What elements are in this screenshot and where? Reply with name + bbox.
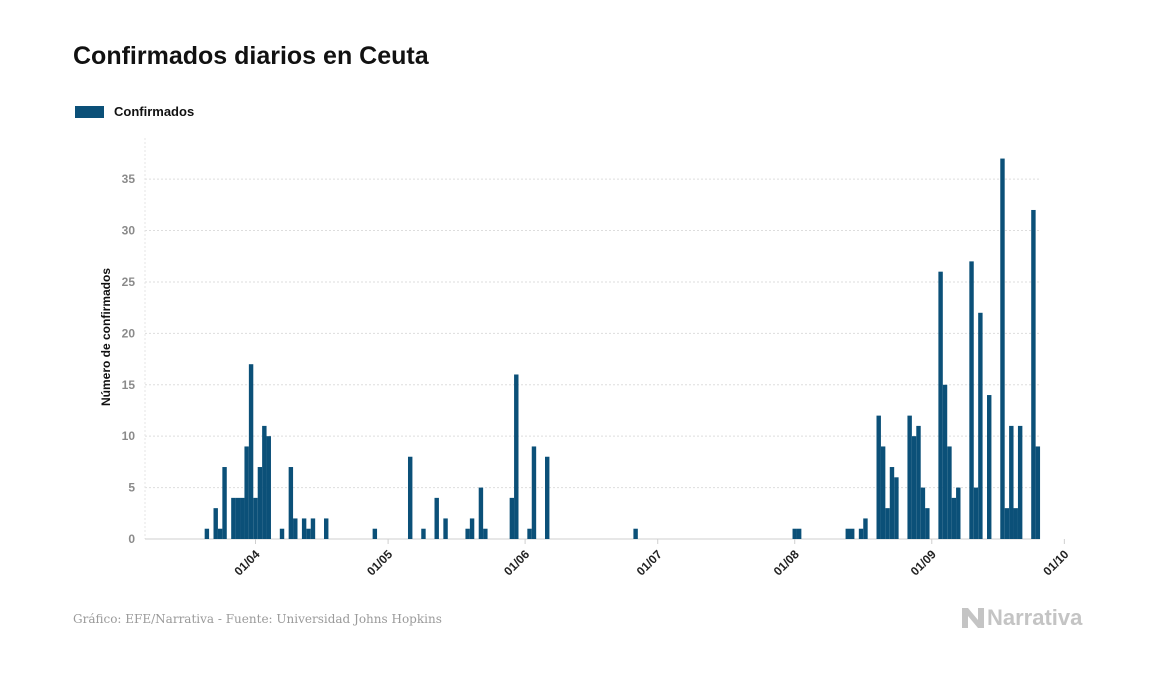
bar bbox=[293, 518, 298, 539]
bar bbox=[969, 261, 974, 539]
bar bbox=[407, 456, 413, 539]
chart-legend: Confirmados bbox=[75, 104, 194, 119]
bar bbox=[324, 518, 329, 539]
x-axis: 01/04 01/05 01/06 01/07 01/08 01/09 01/10 bbox=[231, 539, 1072, 578]
bar bbox=[849, 528, 855, 539]
bar bbox=[509, 497, 515, 539]
x-tick-label: 01/09 bbox=[908, 547, 939, 578]
bar bbox=[434, 497, 439, 539]
y-tick-label: 0 bbox=[128, 532, 135, 546]
bar bbox=[885, 508, 890, 539]
narrativa-logo-icon bbox=[962, 608, 984, 628]
x-tick-label: 01/08 bbox=[771, 547, 802, 578]
bar bbox=[483, 528, 488, 539]
bar bbox=[231, 497, 236, 539]
y-tick-label: 15 bbox=[122, 378, 136, 392]
x-tick-label: 01/06 bbox=[501, 547, 532, 578]
bar bbox=[421, 528, 426, 539]
bar bbox=[253, 497, 258, 539]
x-tick-label: 01/05 bbox=[364, 547, 395, 578]
chart-title: Confirmados diarios en Ceuta bbox=[73, 42, 429, 70]
y-tick-label: 10 bbox=[122, 429, 136, 443]
bar bbox=[279, 528, 285, 539]
y-tick-label: 35 bbox=[122, 172, 136, 186]
bar bbox=[880, 446, 886, 539]
bars-group bbox=[204, 158, 1041, 539]
bar bbox=[925, 508, 930, 539]
legend-swatch bbox=[75, 105, 104, 118]
footer-source: Gráfico: EFE/Narrativa - Fuente: Univers… bbox=[73, 612, 442, 626]
bar bbox=[916, 425, 921, 539]
x-tick-label: 01/04 bbox=[231, 547, 262, 578]
bar bbox=[372, 528, 378, 539]
bar bbox=[257, 467, 263, 539]
bar bbox=[920, 487, 926, 539]
y-tick-label: 30 bbox=[122, 224, 136, 238]
bar bbox=[845, 528, 850, 539]
y-axis-label: Número de confirmados bbox=[99, 268, 113, 406]
bar bbox=[531, 446, 537, 539]
bar bbox=[973, 487, 979, 539]
chart-grid bbox=[144, 138, 1040, 540]
bar bbox=[527, 528, 532, 539]
bar bbox=[796, 528, 802, 539]
bar bbox=[942, 384, 948, 539]
narrativa-logo: Narrativa bbox=[962, 605, 1082, 631]
bar bbox=[266, 436, 271, 539]
bar bbox=[633, 528, 638, 539]
bar bbox=[478, 487, 484, 539]
bar bbox=[938, 271, 943, 539]
bar bbox=[469, 518, 475, 539]
bar bbox=[1000, 158, 1005, 539]
bar bbox=[306, 528, 311, 539]
bar bbox=[951, 497, 957, 539]
x-tick-label: 01/07 bbox=[634, 547, 665, 578]
bar bbox=[514, 374, 519, 539]
y-tick-label: 20 bbox=[122, 326, 136, 340]
bar bbox=[947, 446, 952, 539]
bar bbox=[1035, 446, 1041, 539]
bar bbox=[1004, 508, 1010, 539]
bar bbox=[310, 518, 316, 539]
bar bbox=[1009, 425, 1014, 539]
bar bbox=[222, 467, 227, 539]
bar bbox=[465, 528, 470, 539]
y-axis: 0 5 10 15 20 25 30 35 bbox=[122, 172, 136, 546]
x-tick-label: 01/10 bbox=[1040, 547, 1071, 578]
bar bbox=[248, 364, 254, 539]
bar bbox=[911, 436, 917, 539]
bar bbox=[1013, 508, 1018, 539]
bar bbox=[978, 312, 983, 539]
bar bbox=[876, 415, 881, 539]
bar bbox=[213, 508, 218, 539]
bar bbox=[288, 467, 294, 539]
bar bbox=[443, 518, 448, 539]
bar bbox=[545, 456, 550, 539]
y-tick-label: 25 bbox=[122, 275, 136, 289]
bar bbox=[244, 446, 249, 539]
bar bbox=[889, 467, 895, 539]
bar bbox=[987, 395, 992, 539]
bar bbox=[894, 477, 899, 539]
bar bbox=[956, 487, 961, 539]
bar bbox=[240, 497, 245, 539]
bar bbox=[1017, 425, 1023, 539]
bar bbox=[863, 518, 868, 539]
bar bbox=[907, 415, 912, 539]
y-tick-label: 5 bbox=[128, 481, 135, 495]
bar bbox=[858, 528, 864, 539]
bar bbox=[301, 518, 307, 539]
legend-label: Confirmados bbox=[114, 104, 195, 119]
bar bbox=[204, 528, 210, 539]
bar bbox=[235, 497, 241, 539]
bar bbox=[262, 425, 267, 539]
bar bbox=[1031, 209, 1036, 539]
logo-text: Narrativa bbox=[987, 605, 1083, 630]
bar bbox=[217, 528, 223, 539]
bar bbox=[792, 528, 797, 539]
